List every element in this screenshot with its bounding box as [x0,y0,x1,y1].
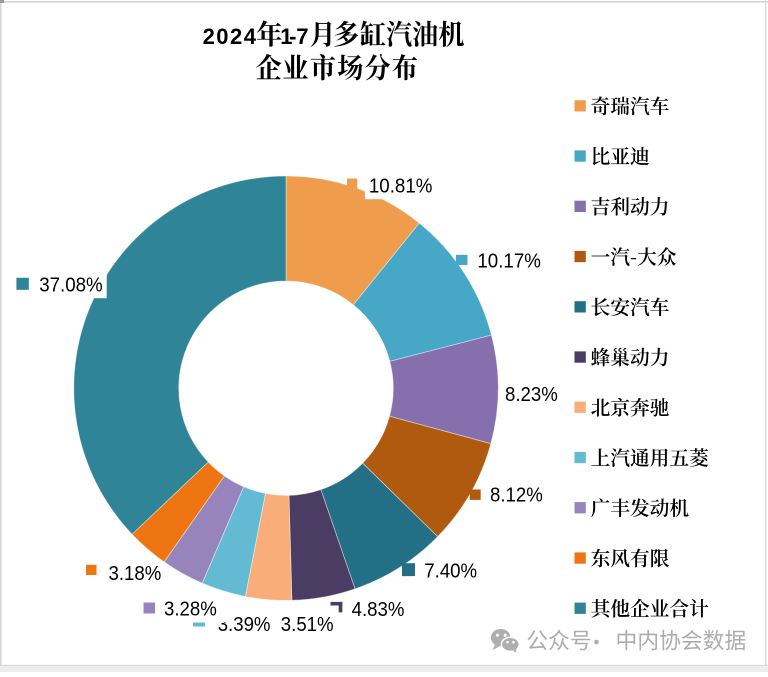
svg-text:7.40%: 7.40% [424,561,477,583]
svg-text:3.51%: 3.51% [281,614,334,636]
svg-text:3.39%: 3.39% [218,614,271,636]
svg-text:2: 2 [230,24,242,49]
svg-text:1: 1 [280,24,292,49]
svg-text:3.18%: 3.18% [109,563,162,585]
svg-text:-: - [289,24,296,49]
svg-text:7: 7 [296,24,308,49]
svg-text:10.81%: 10.81% [369,176,433,198]
svg-text:0: 0 [216,24,228,49]
svg-text:4.83%: 4.83% [352,599,405,621]
svg-text:8.12%: 8.12% [490,485,543,507]
svg-text:8.23%: 8.23% [505,384,558,406]
svg-text:10.17%: 10.17% [477,251,541,273]
svg-text:2: 2 [203,24,215,49]
svg-text:3.28%: 3.28% [164,599,217,621]
svg-text:4: 4 [244,24,257,49]
svg-text:37.08%: 37.08% [39,275,103,297]
